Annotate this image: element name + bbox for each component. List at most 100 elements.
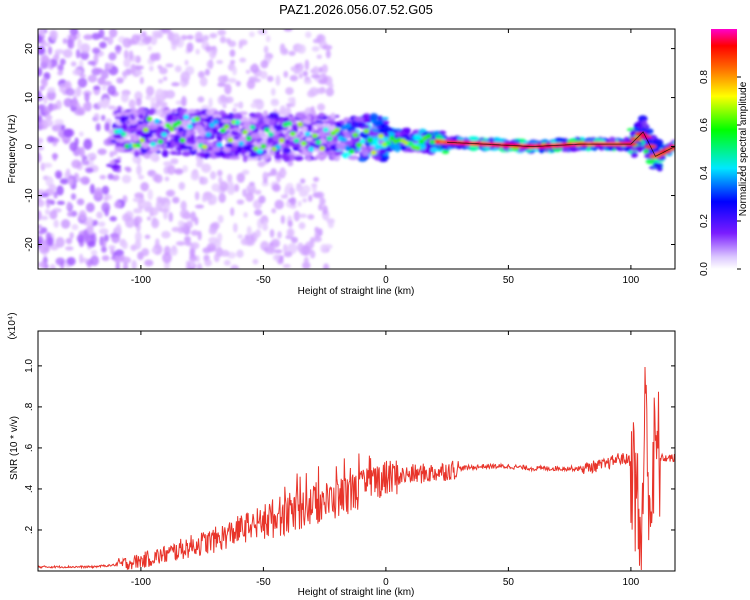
spectrogram-noise-cell <box>293 68 300 75</box>
spectrogram-noise-cell <box>38 261 42 268</box>
spectrogram-noise-cell <box>123 58 131 68</box>
spectrogram-noise-cell <box>101 202 111 213</box>
spectrogram-noise-cell <box>38 137 43 143</box>
spectrogram-core-cell <box>348 149 355 155</box>
spectrogram-noise-cell <box>322 44 333 51</box>
spectrogram-band-cell <box>369 113 379 122</box>
spectrogram-noise-cell <box>283 70 289 78</box>
spectrogram-noise-cell <box>194 191 200 201</box>
spectrogram-noise-cell <box>40 215 49 221</box>
spectrogram-noise-cell <box>263 247 269 252</box>
spectrogram-noise-cell <box>287 228 294 238</box>
spectrogram-noise-cell <box>204 259 212 267</box>
spectrogram-noise-cell <box>239 57 247 63</box>
spectrogram-noise-cell <box>56 200 66 206</box>
spectrogram-band-cell <box>115 118 121 126</box>
spectrogram-core-cell <box>219 128 226 134</box>
spectrogram-core-cell <box>150 141 157 147</box>
spectrogram-noise-cell <box>121 70 128 77</box>
spectrogram-noise-cell <box>223 259 231 266</box>
spectrogram-noise-cell <box>71 159 82 169</box>
spectrogram-noise-cell <box>38 151 41 163</box>
spectrogram-noise-cell <box>141 31 147 38</box>
snr-y-tick-label: .4 <box>24 484 35 493</box>
spectrogram-noise-cell <box>271 208 277 214</box>
spectrogram-y-label: Frequency (Hz) <box>7 115 18 184</box>
spectrogram-noise-cell <box>235 80 241 87</box>
spectrogram-noise-cell <box>207 199 214 206</box>
spectrogram-band-cell <box>276 119 285 123</box>
spectrogram-noise-cell <box>328 83 334 89</box>
spectrogram-noise-cell <box>267 172 273 177</box>
spectrogram-noise-cell <box>309 87 319 97</box>
spectrogram-noise-cell <box>313 176 320 182</box>
spectrogram-core-cell <box>164 123 171 129</box>
colorbar-gradient <box>711 29 737 269</box>
spectrogram-noise-cell <box>78 131 84 137</box>
spectrogram-noise-cell <box>219 36 227 44</box>
spectrogram-noise-cell <box>325 49 331 59</box>
spectrogram-noise-cell <box>275 75 281 86</box>
spectrogram-band-cell <box>283 139 291 145</box>
spectrogram-noise-cell <box>152 30 162 37</box>
spectrogram-band-cell <box>179 108 185 117</box>
spectrogram-noise-cell <box>184 236 191 243</box>
spectrogram-noise-cell <box>206 243 216 252</box>
spectrogram-band-cell <box>295 112 303 119</box>
spectrogram-core-cell <box>264 127 271 133</box>
spectrogram-noise-cell <box>53 137 60 143</box>
spectrogram-noise-cell <box>39 29 45 37</box>
spectrogram-noise-cell <box>113 255 123 264</box>
spectrogram-noise-cell <box>85 216 94 227</box>
spectrogram-noise-cell <box>38 67 43 77</box>
spectrogram-noise-cell <box>67 211 73 217</box>
spectrogram-noise-cell <box>297 200 302 207</box>
spectrogram-noise-cell <box>49 210 58 220</box>
spectrogram-noise-cell <box>163 161 173 167</box>
spectrogram-core-cell <box>425 133 432 139</box>
spectrogram-noise-cell <box>163 261 170 269</box>
spectrogram-noise-cell <box>66 201 72 210</box>
spectrogram-noise-cell <box>44 208 50 215</box>
spectrogram-band-cell <box>344 132 352 139</box>
spectrogram-noise-cell <box>315 87 326 95</box>
spectrogram-noise-cell <box>122 262 129 269</box>
spectrogram-noise-cell <box>231 265 237 269</box>
spectrogram-noise-cell <box>107 85 117 96</box>
spectrogram-band-cell <box>236 145 243 153</box>
spectrogram-noise-cell <box>112 174 120 181</box>
spectrogram-noise-cell <box>72 69 83 76</box>
spectrogram-band-cell <box>347 155 359 161</box>
spectrogram-band-cell <box>379 149 387 155</box>
spectrogram-noise-cell <box>117 105 122 112</box>
spectrogram-noise-cell <box>43 95 48 105</box>
spectrogram-noise-cell <box>140 181 149 192</box>
spectrogram-noise-cell <box>144 259 154 267</box>
spectrogram-noise-cell <box>79 253 84 264</box>
spectrogram-noise-cell <box>69 29 79 36</box>
spectrogram-noise-cell <box>279 105 286 115</box>
spectrogram-noise-cell <box>316 54 323 60</box>
colorbar-ticks: 0.0 0.2 0.4 0.6 0.8 <box>699 70 741 276</box>
spectrogram-core-cell <box>407 141 414 147</box>
spectrogram-noise-cell <box>55 257 66 266</box>
spectrogram-noise-cell <box>79 146 85 158</box>
spectrogram-noise-cell <box>84 160 90 166</box>
spectrogram-noise-cell <box>107 173 114 180</box>
spectrogram-x-tick-label: -50 <box>256 275 271 286</box>
spectrogram-noise-cell <box>131 259 137 269</box>
spectrogram-noise-cell <box>128 99 136 109</box>
spectrogram-core-cell <box>319 145 326 151</box>
spectrogram-noise-cell <box>309 238 315 249</box>
spectrogram-band-cell <box>206 109 213 117</box>
spectrogram-noise-cell <box>167 164 176 175</box>
spectrogram-noise-cell <box>57 64 64 71</box>
spectrogram-core-cell <box>242 129 249 135</box>
spectrogram-noise-cell <box>71 224 79 231</box>
spectrogram-noise-cell <box>297 44 306 54</box>
spectrogram-noise-cell <box>84 92 90 103</box>
spectrogram-noise-cell <box>236 172 245 183</box>
spectrogram-noise-cell <box>315 191 325 199</box>
spectrogram-noise-cell <box>314 226 320 233</box>
spectrogram-band-cell <box>212 146 221 153</box>
